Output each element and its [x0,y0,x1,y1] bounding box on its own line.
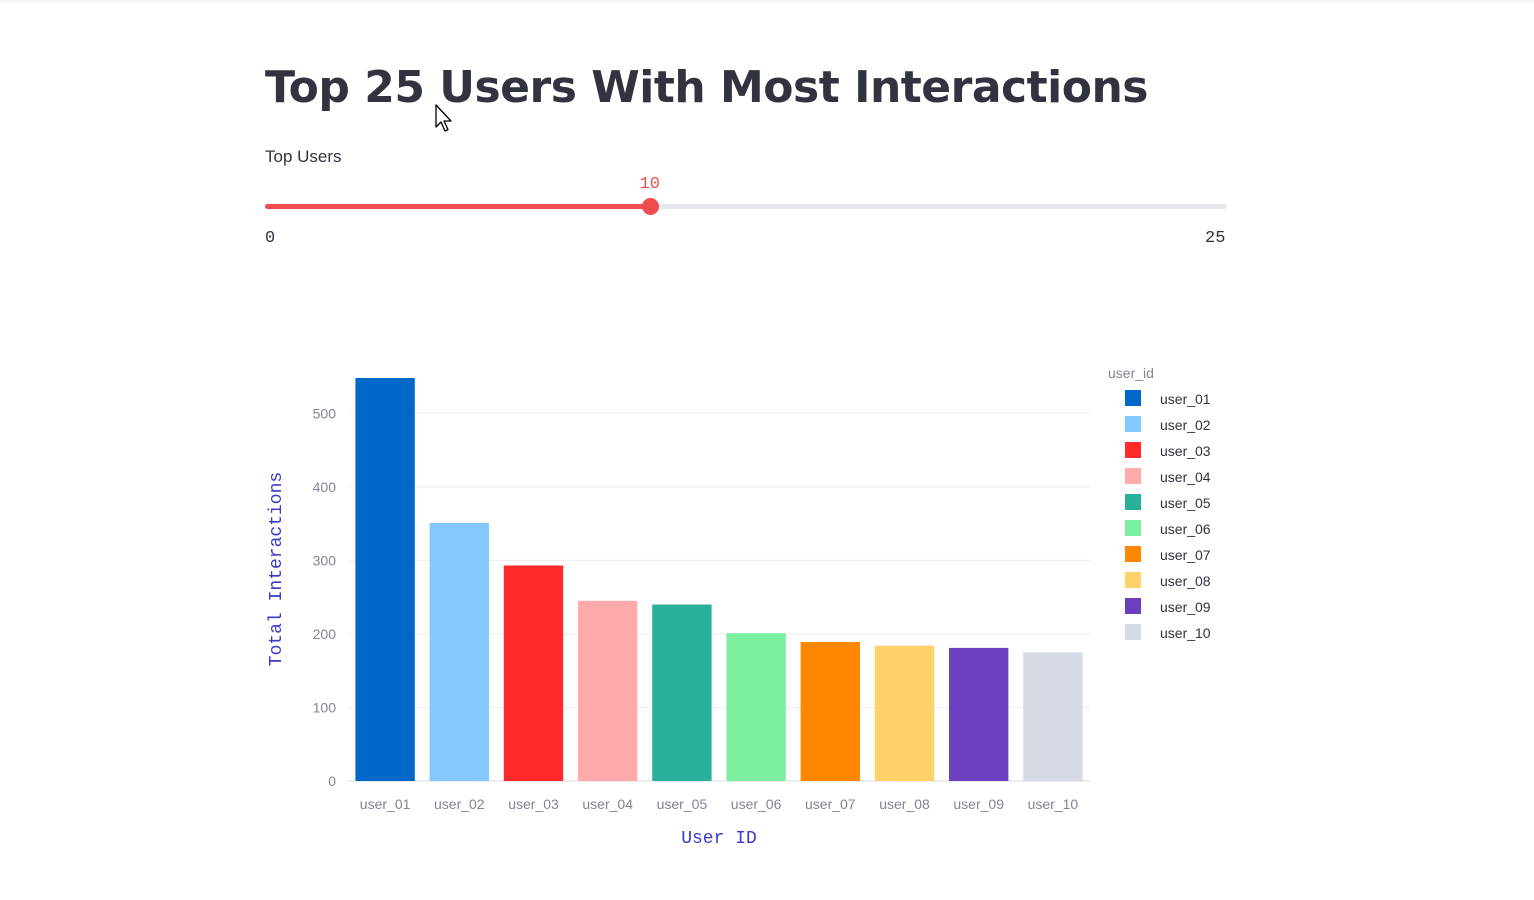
top-users-slider[interactable] [265,198,1227,215]
bar-user-09 [949,647,1009,781]
legend-item-label: user_09 [1160,599,1211,615]
bar-user-02 [429,522,489,781]
legend-item-label: user_02 [1160,417,1211,433]
top-border [0,0,1534,2]
x-tick-label: user_02 [434,796,485,812]
mouse-cursor-icon [435,104,455,139]
legend-item-label: user_03 [1160,443,1211,459]
x-tick-label: user_07 [805,796,856,812]
legend-item-label: user_01 [1160,391,1211,407]
page-title: Top 25 Users With Most Interactions [265,62,1148,113]
legend-swatch [1125,598,1141,614]
legend-swatch [1125,572,1141,588]
bar-user-07 [800,642,860,781]
slider-min-label: 0 [265,229,276,248]
slider-fill [265,204,650,209]
x-tick-label: user_09 [953,796,1004,812]
y-tick-label: 300 [313,552,337,568]
bar-user-10 [1023,652,1083,781]
legend-item-label: user_05 [1160,495,1211,511]
slider-current-value: 10 [639,175,660,194]
legend-item-label: user_10 [1160,625,1211,641]
x-tick-label: user_01 [360,796,411,812]
x-tick-label: user_10 [1028,796,1079,812]
legend-swatch [1125,546,1141,562]
x-tick-label: user_06 [731,796,782,812]
bar-user-08 [874,645,935,781]
bar-user-05 [652,604,712,781]
legend-swatch [1125,494,1141,510]
y-tick-label: 0 [328,773,336,789]
y-axis-title: Total Interactions [267,472,287,666]
legend-swatch [1125,468,1141,484]
y-tick-label: 100 [313,699,337,715]
legend-swatch [1125,442,1141,458]
x-tick-label: user_08 [879,796,930,812]
slider-label: Top Users [265,147,342,166]
legend-swatch [1125,624,1141,640]
x-axis-title: User ID [681,829,757,849]
legend-item-label: user_06 [1160,521,1211,537]
x-tick-label: user_03 [508,796,559,812]
y-tick-label: 500 [313,405,337,421]
bar-user-06 [726,633,786,781]
legend-swatch [1125,416,1141,432]
bar-user-03 [503,565,564,781]
x-tick-label: user_05 [657,796,708,812]
bar-user-04 [578,600,638,781]
legend-item-label: user_04 [1160,469,1211,485]
slider-max-label: 25 [1205,229,1226,248]
slider-thumb[interactable] [641,198,659,215]
bar-user-01 [355,378,415,781]
y-tick-label: 400 [313,479,337,495]
legend-item-label: user_08 [1160,573,1211,589]
legend-swatch [1125,390,1141,406]
legend-swatch [1125,520,1141,536]
x-tick-label: user_04 [582,796,633,812]
y-tick-label: 200 [313,626,337,642]
legend-title: user_id [1108,365,1154,381]
legend-item-label: user_07 [1160,547,1211,563]
